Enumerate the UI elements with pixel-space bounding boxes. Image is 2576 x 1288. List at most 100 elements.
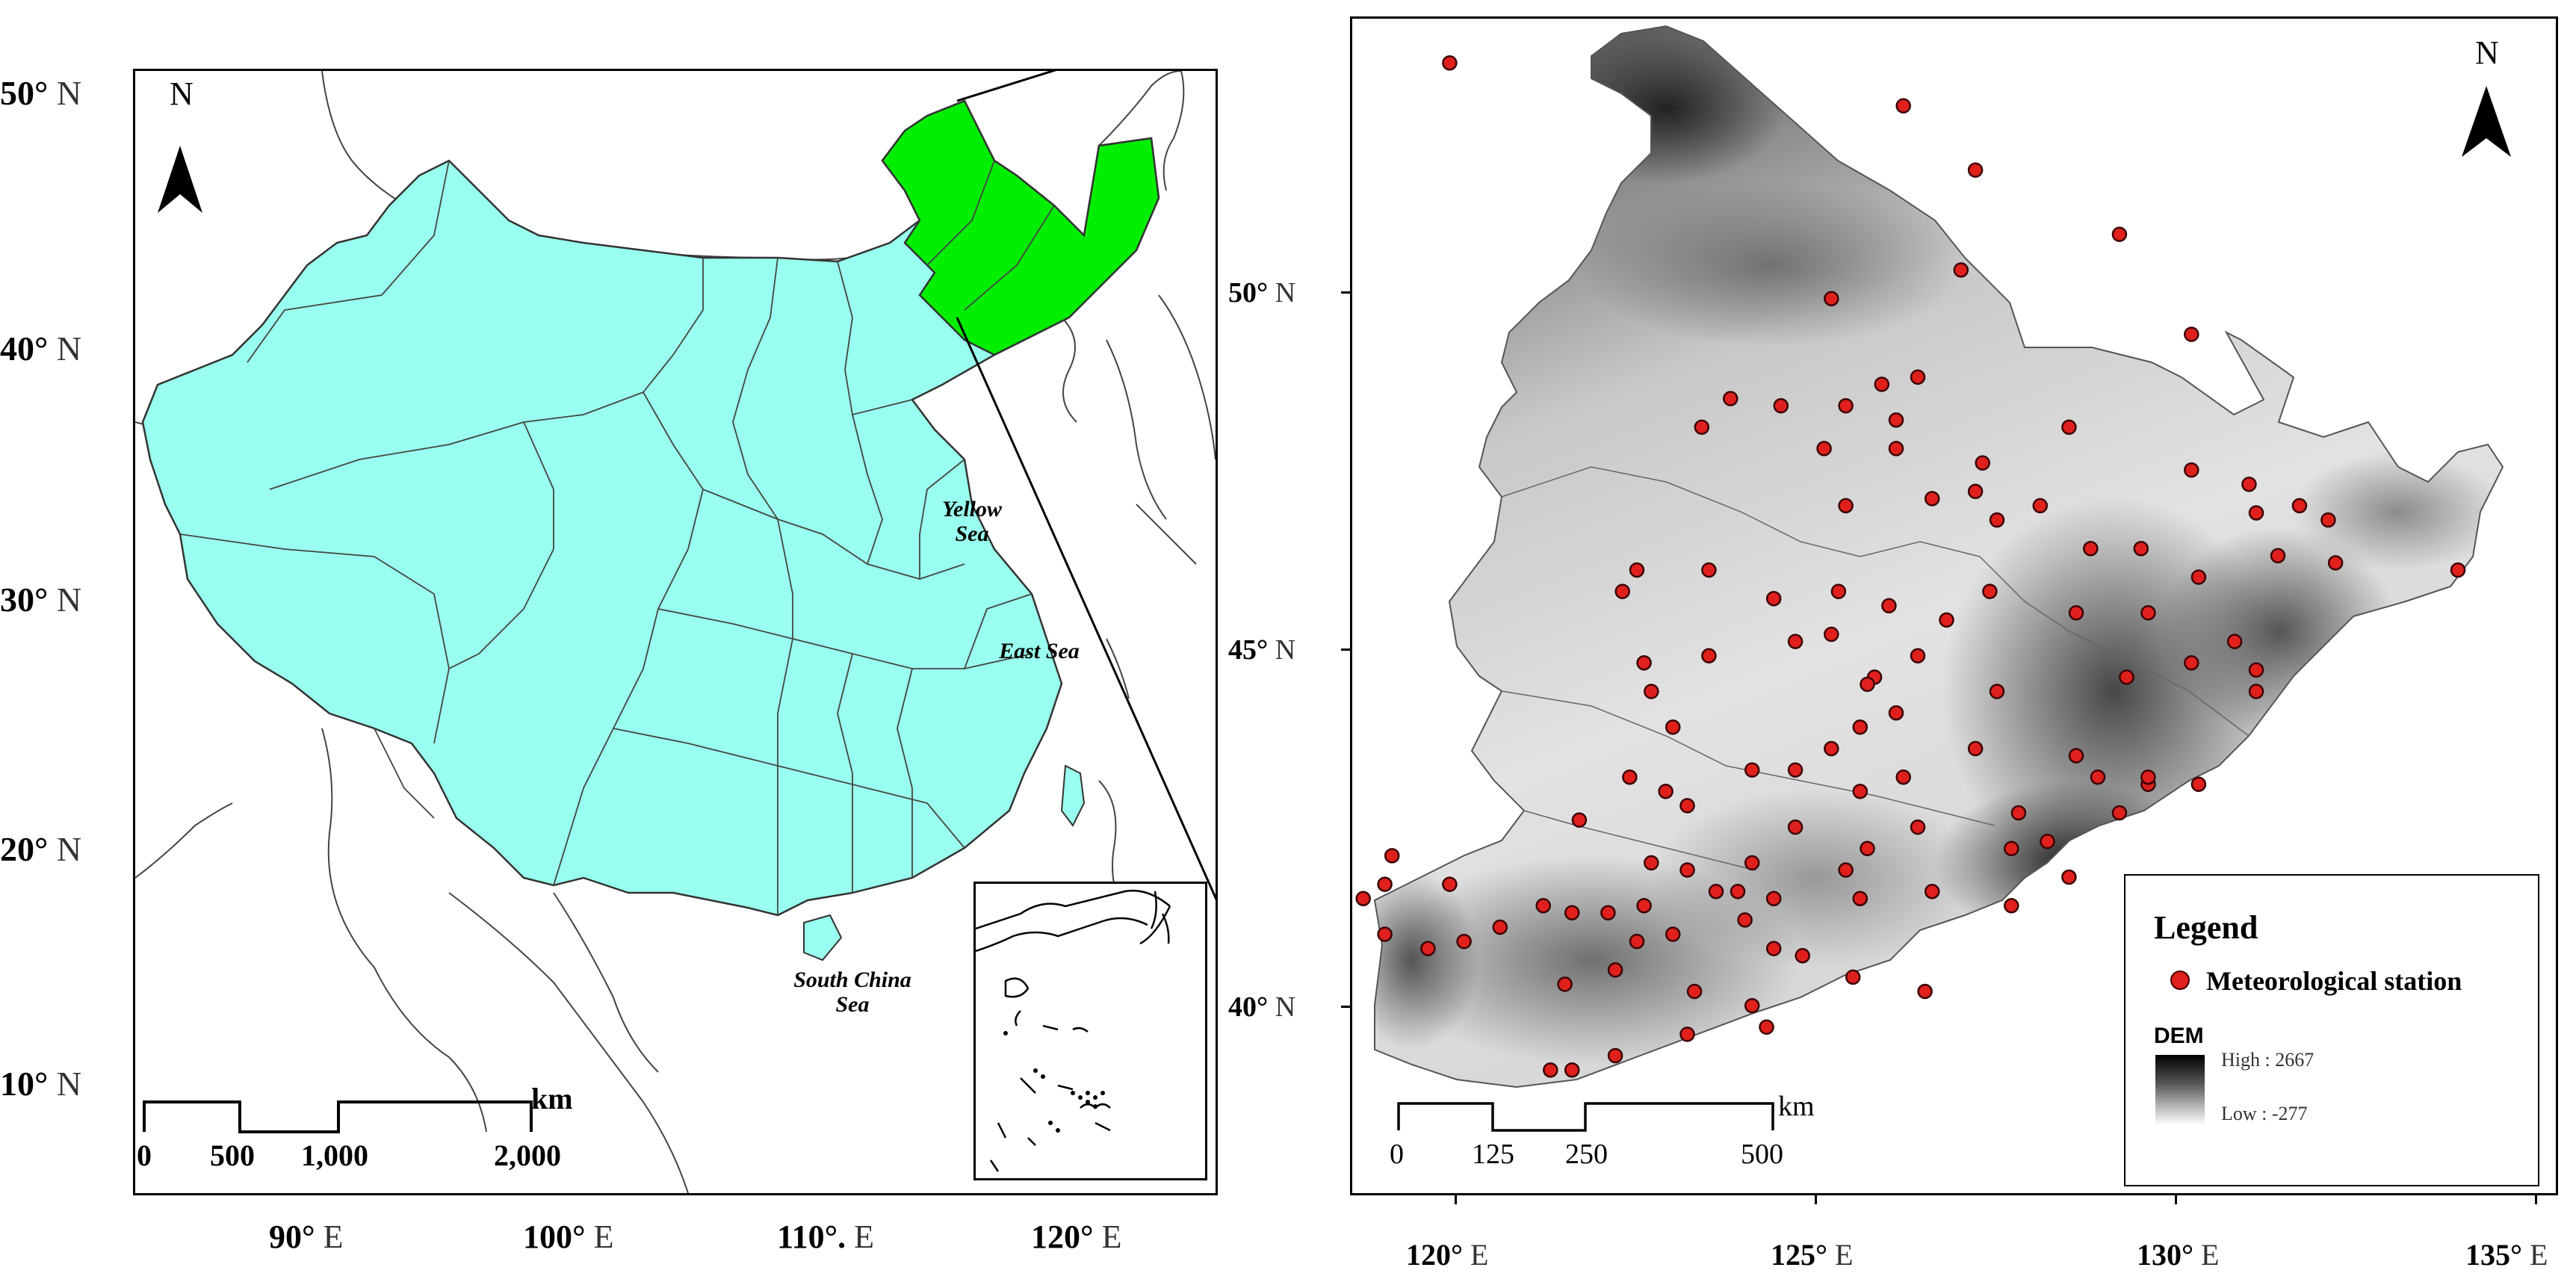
meteorological-station-44 <box>2226 634 2243 649</box>
meteorological-station-14 <box>1723 391 1739 406</box>
scale-tick-1000: 1,000 <box>301 1139 368 1172</box>
right-lat-tick-50 <box>1341 291 1350 294</box>
meteorological-station-86 <box>1679 862 1695 878</box>
dem-map-svg <box>1355 25 2511 1132</box>
legend-dem-label: DEM <box>2154 1024 2204 1048</box>
meteorological-station-102 <box>1765 941 1782 956</box>
right-lon-tick-130 <box>2175 1195 2177 1204</box>
meteorological-station-111 <box>1420 941 1436 956</box>
meteorological-station-77 <box>2140 769 2156 785</box>
hainan-island <box>803 914 843 962</box>
meteorological-station-69 <box>1860 840 1875 857</box>
meteorological-station-67 <box>1852 784 1868 799</box>
meteorological-station-70 <box>1910 819 1926 835</box>
meteorological-station-28 <box>2083 541 2099 557</box>
right-lat-50: 50° N <box>1228 277 1296 309</box>
right-lon-tick-135 <box>2535 1195 2537 1204</box>
left-lat-10: 10° N <box>0 1065 82 1103</box>
meteorological-station-3 <box>1967 162 1984 178</box>
meteorological-station-122 <box>1543 1062 1558 1078</box>
meteorological-station-55 <box>1701 648 1717 663</box>
dem-province-boundaries <box>1501 466 2250 871</box>
meteorological-station-21 <box>2291 498 2308 514</box>
meteorological-station-22 <box>1838 498 1854 514</box>
meteorological-station-100 <box>1665 926 1681 942</box>
meteorological-station-75 <box>2111 805 2128 821</box>
yellow-sea-label: Yellow Sea <box>942 497 1002 546</box>
left-lat-20: 20° N <box>0 830 82 868</box>
meteorological-station-11 <box>1773 397 1789 414</box>
legend: Legend Meteorological station DEM High :… <box>2124 874 2539 1186</box>
meteorological-station-4 <box>2111 226 2128 242</box>
legend-station-label: Meteorological station <box>2206 966 2462 996</box>
meteorological-station-65 <box>1967 740 1984 757</box>
meteorological-station-118 <box>1759 1019 1774 1035</box>
right-lat-tick-40 <box>1341 1006 1350 1008</box>
province-boundaries <box>179 160 1055 915</box>
right-lat-40: 40° N <box>1228 991 1296 1023</box>
left-lon-90: 90° E <box>269 1219 344 1255</box>
meteorological-station-93 <box>1924 883 1940 900</box>
meteorological-station-89 <box>1730 883 1746 900</box>
scale-tick-0: 0 <box>137 1139 152 1172</box>
right-lat-45: 45° N <box>1228 634 1296 666</box>
meteorological-station-18 <box>1975 455 1990 471</box>
dem-north-arrow-label: N <box>2475 34 2499 71</box>
meteorological-station-119 <box>1679 1027 1695 1042</box>
meteorological-station-66 <box>1895 769 1911 785</box>
meteorological-station-95 <box>1535 898 1551 914</box>
meteorological-station-35 <box>1765 590 1782 607</box>
left-lon-100: 100° E <box>523 1219 614 1255</box>
meteorological-station-45 <box>2184 654 2199 671</box>
meteorological-station-64 <box>1989 684 2005 699</box>
dem-north-arrow-icon <box>2462 86 2511 157</box>
meteorological-station-58 <box>1665 719 1681 735</box>
meteorological-station-61 <box>1824 740 1839 757</box>
scale-tick-2000: 2,000 <box>494 1139 561 1172</box>
meteorological-station-84 <box>1571 812 1588 828</box>
meteorological-station-109 <box>1442 876 1458 892</box>
meteorological-station-52 <box>1910 648 1926 663</box>
meteorological-station-97 <box>1600 905 1616 921</box>
meteorological-station-85 <box>1644 855 1659 871</box>
east-sea-label: East Sea <box>999 639 1080 663</box>
meteorological-station-90 <box>1765 891 1782 906</box>
meteorological-station-68 <box>1787 819 1803 835</box>
meteorological-station-37 <box>1939 612 1954 628</box>
meteorological-station-5 <box>1953 262 1969 278</box>
meteorological-station-2 <box>1895 98 1911 114</box>
meteorological-station-117 <box>1744 997 1760 1014</box>
meteorological-station-40 <box>2140 605 2156 621</box>
meteorological-station-73 <box>2061 869 2077 885</box>
south-china-sea-label: South China Sea <box>793 967 911 1017</box>
meteorological-station-63 <box>1888 705 1904 721</box>
meteorological-station-88 <box>1708 883 1724 900</box>
meteorological-station-114 <box>1557 976 1573 992</box>
meteorological-station-10 <box>1838 397 1854 414</box>
meteorological-station-104 <box>1845 969 1861 985</box>
right-lat-tick-45 <box>1341 648 1350 651</box>
meteorological-station-96 <box>1564 905 1580 921</box>
meteorological-station-103 <box>1795 947 1810 964</box>
meteorological-station-108 <box>1355 891 1371 906</box>
meteorological-station-16 <box>1816 441 1832 456</box>
meteorological-station-34 <box>1614 583 1630 599</box>
meteorological-station-71 <box>2010 805 2027 821</box>
taiwan-island <box>1060 764 1086 827</box>
meteorological-station-59 <box>1744 762 1760 778</box>
left-lon-120: 120° E <box>1031 1219 1122 1255</box>
meteorological-station-8 <box>1874 377 1890 392</box>
meteorological-station-91 <box>1838 862 1854 878</box>
meteorological-station-62 <box>1852 719 1868 735</box>
meteorological-station-79 <box>2090 769 2106 785</box>
meteorological-station-72 <box>2004 840 2019 857</box>
left-lon-110: 110°. E <box>777 1219 875 1255</box>
meteorological-station-24 <box>1989 512 2005 528</box>
left-lat-40: 40° N <box>0 329 82 368</box>
meteorological-station-38 <box>1982 583 1998 599</box>
meteorological-station-82 <box>1658 784 1674 799</box>
meteorological-station-19 <box>2184 462 2199 478</box>
east-asia-coast <box>1106 294 1216 699</box>
meteorological-station-15 <box>1694 419 1710 436</box>
